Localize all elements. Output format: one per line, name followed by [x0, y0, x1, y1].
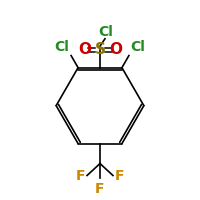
Text: O: O	[109, 42, 122, 57]
Text: Cl: Cl	[130, 40, 145, 54]
Text: O: O	[78, 42, 91, 57]
Text: F: F	[115, 169, 124, 183]
Text: Cl: Cl	[55, 40, 70, 54]
Text: F: F	[95, 182, 105, 196]
Text: Cl: Cl	[98, 25, 113, 39]
Text: S: S	[95, 42, 106, 57]
Text: F: F	[76, 169, 85, 183]
